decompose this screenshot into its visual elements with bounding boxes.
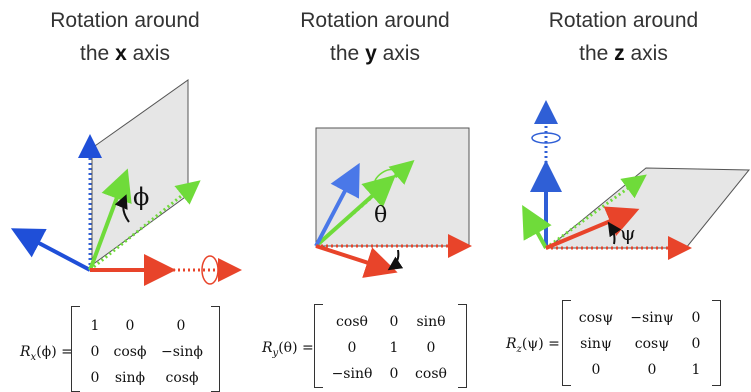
angle-arc	[114, 194, 130, 223]
rotation-circle-icon	[531, 132, 561, 144]
matrix-cell: 1	[389, 340, 399, 356]
panel-title-y: Rotation around the y axis	[250, 4, 500, 70]
rotated-z-axis	[314, 174, 396, 248]
matrix-cell: 0	[176, 318, 186, 334]
angle-label: θ	[374, 203, 387, 228]
matrix-cell: 1	[90, 318, 100, 334]
rotation-circle-icon	[373, 168, 397, 188]
panel-rotation-x: Rotation around the x axis ϕ	[0, 0, 250, 392]
rotation-circle-icon	[201, 255, 219, 285]
matrix-cell: 0	[591, 362, 601, 378]
matrix-lhs: Ry(θ) =	[262, 340, 314, 359]
panel-rotation-z: Rotation around the z axis ψ	[496, 0, 751, 392]
y-axis-solid	[314, 162, 360, 247]
matrix-cell: cosϕ	[113, 344, 147, 360]
matrix-bracket-right	[712, 300, 721, 386]
matrix-cell: 0	[691, 336, 701, 352]
matrix-cell: cosϕ	[165, 370, 199, 386]
matrix-rz: Rz(ψ) = cosψ −sinψ 0 sinψ cosψ 0 0 0 1	[500, 296, 751, 392]
matrix-cell: cosθ	[415, 366, 447, 382]
title-line1: Rotation around	[548, 9, 699, 32]
matrix-bracket-right	[211, 306, 220, 392]
matrix-cell: 0	[691, 310, 701, 326]
matrix-cell: 0	[125, 318, 135, 334]
matrix-cell: 0	[347, 340, 357, 356]
rotation-y-diagram: θ	[314, 127, 472, 278]
matrix-cell: 0	[389, 366, 399, 382]
panel-title-x: Rotation around the x axis	[0, 4, 250, 70]
matrix-cell: sinϕ	[114, 370, 146, 386]
matrix-cell: 0	[90, 344, 100, 360]
matrix-bracket-left	[71, 306, 80, 392]
axis-name: z	[614, 42, 625, 65]
matrix-cell: sinθ	[416, 314, 446, 330]
matrix-rx: Rx(ϕ) = 1 0 0 0 cosϕ −sinϕ 0 sinϕ cosϕ	[0, 300, 250, 392]
matrix-cell: cosψ	[578, 310, 614, 326]
matrix-cell: −sinψ	[630, 310, 674, 326]
rotated-x-axis	[545, 206, 640, 250]
rotated-z-axis	[88, 168, 132, 271]
axis-name: x	[115, 42, 127, 65]
rotated-y-axis	[10, 228, 91, 272]
matrix-cell: −sinϕ	[161, 344, 203, 360]
rotated-plane	[315, 127, 470, 247]
matrix-cell: 0	[90, 370, 100, 386]
rotated-y-axis	[522, 205, 552, 249]
matrix-cell: −sinθ	[331, 366, 373, 382]
panel-title-z: Rotation around the z axis	[496, 4, 751, 70]
angle-arc	[387, 249, 404, 271]
matrix-cell: 1	[691, 362, 701, 378]
axis-name: y	[365, 42, 377, 65]
rotated-plane	[91, 79, 189, 266]
panel-rotation-y: Rotation around the y axis θ	[250, 0, 500, 392]
matrix-cell: 0	[647, 362, 657, 378]
matrix-ry: Ry(θ) = cosθ 0 sinθ 0 1 0 −sinθ 0 cosθ	[250, 300, 500, 392]
title-line1: Rotation around	[300, 9, 450, 32]
angle-arc	[607, 221, 622, 245]
matrix-cell: cosθ	[336, 314, 368, 330]
rotation-x-diagram: ϕ	[10, 79, 242, 286]
matrix-cell: 0	[426, 340, 436, 356]
matrix-bracket-right	[458, 304, 467, 388]
matrix-cell: 0	[389, 314, 399, 330]
title-line1: Rotation around	[50, 9, 200, 32]
angle-label: ψ	[620, 221, 636, 245]
matrix-bracket-left	[562, 300, 571, 386]
rotated-x-axis	[315, 244, 398, 278]
matrix-cell: cosψ	[634, 336, 670, 352]
matrix-lhs: Rz(ψ) =	[506, 336, 560, 355]
matrix-bracket-left	[314, 304, 323, 388]
angle-label: ϕ	[133, 183, 149, 211]
matrix-cell: sinψ	[580, 336, 612, 352]
rotation-z-diagram: ψ	[522, 100, 751, 260]
matrix-lhs: Rx(ϕ) =	[20, 344, 73, 363]
